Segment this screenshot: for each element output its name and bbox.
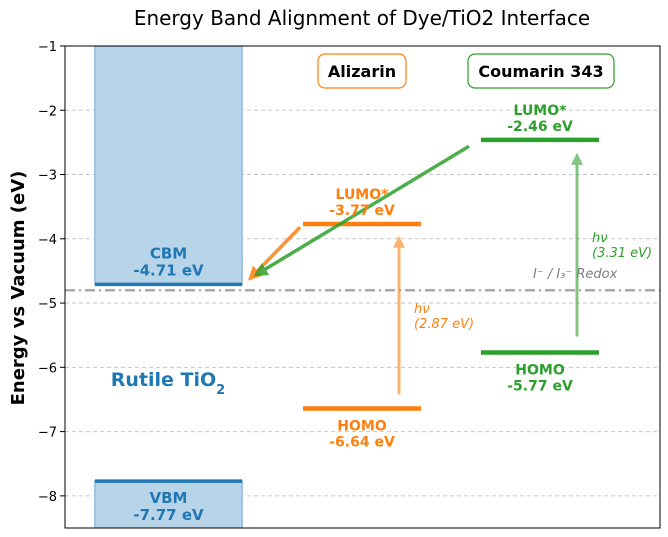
molecule-name: Alizarin xyxy=(328,62,396,81)
plot-area: −1 −2 −3 −4 −5 −6 −7 −8 CBM-4.71 eV VBM-7.77 eV Ru… xyxy=(38,40,661,529)
excitation-energy: (3.31 eV) xyxy=(592,246,652,261)
semiconductor-label-subscript: 2 xyxy=(216,383,225,398)
y-tick-label: −6 xyxy=(38,361,57,376)
y-tick-label: −5 xyxy=(38,297,57,312)
vbm-value: -7.77 eV xyxy=(133,506,204,524)
injection-arrow-coumarin xyxy=(253,144,470,277)
y-tick-label: −1 xyxy=(38,40,57,55)
y-tick-label: −4 xyxy=(38,233,57,248)
chart-title: Energy Band Alignment of Dye/TiO2 Interf… xyxy=(134,6,590,30)
cbm-label: CBM xyxy=(150,244,187,262)
excitation-label: hν xyxy=(414,302,430,317)
homo-label: HOMO xyxy=(515,363,565,379)
y-tick-label: −7 xyxy=(38,426,57,441)
plot-content xyxy=(65,46,660,528)
semiconductor-label: Rutile TiO2 xyxy=(111,369,225,398)
y-tick-label: −2 xyxy=(38,104,57,119)
axes-frame xyxy=(64,45,661,529)
cbm-value: -4.71 eV xyxy=(133,261,204,279)
vbm-label: VBM xyxy=(150,489,188,507)
excitation-label: hν xyxy=(592,231,608,246)
homo-value: -6.64 eV xyxy=(329,434,395,450)
y-tick-label: −8 xyxy=(38,490,57,505)
molecule-box xyxy=(317,53,407,89)
homo-value: -5.77 eV xyxy=(507,379,573,395)
y-axis-label: Energy vs Vacuum (eV) xyxy=(8,171,29,406)
lumo-value: -3.77 eV xyxy=(329,203,395,219)
excitation-energy: (2.87 eV) xyxy=(414,317,474,332)
homo-label: HOMO xyxy=(337,418,387,434)
lumo-label: LUMO* xyxy=(514,103,568,119)
y-tick-label: −3 xyxy=(38,169,57,184)
molecule-name: Coumarin 343 xyxy=(478,62,603,81)
lumo-value: -2.46 eV xyxy=(507,119,573,135)
redox-label: I⁻ / I₃⁻ Redox xyxy=(533,267,618,282)
conduction-band xyxy=(94,46,243,286)
valence-band xyxy=(94,480,243,528)
molecule-box xyxy=(467,53,615,89)
lumo-label: LUMO* xyxy=(336,187,390,203)
